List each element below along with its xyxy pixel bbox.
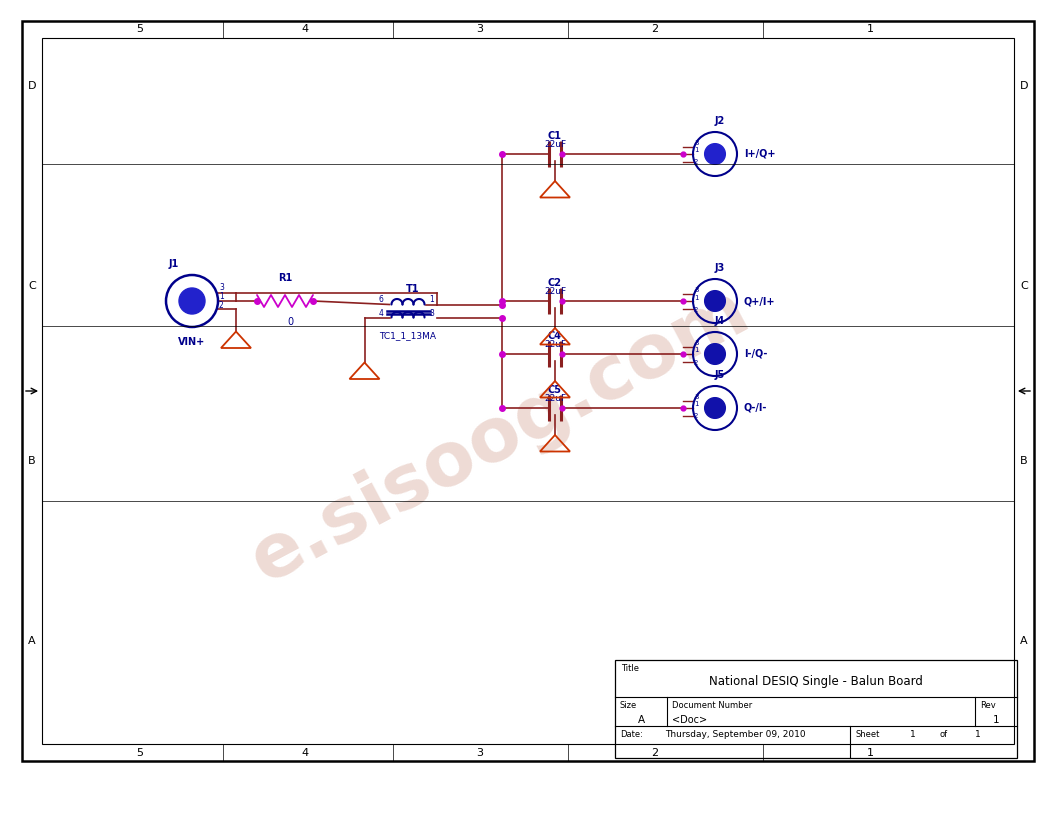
Text: 2: 2 <box>652 24 659 34</box>
Text: 2: 2 <box>694 360 698 366</box>
Text: 1: 1 <box>694 295 698 300</box>
Text: 22uF: 22uF <box>544 140 566 149</box>
Text: Q-/I-: Q-/I- <box>744 403 768 413</box>
Text: J4: J4 <box>715 316 725 326</box>
Text: 4: 4 <box>301 24 308 34</box>
Text: VIN+: VIN+ <box>178 337 206 347</box>
Text: 3: 3 <box>694 287 698 293</box>
Text: 1: 1 <box>910 730 916 739</box>
Text: C: C <box>29 281 36 291</box>
Text: Rev: Rev <box>980 701 996 710</box>
Text: 3: 3 <box>694 394 698 400</box>
Text: 22uF: 22uF <box>544 340 566 349</box>
Text: 5: 5 <box>136 24 144 34</box>
Text: e.sisoog.com: e.sisoog.com <box>239 273 761 598</box>
Text: <Doc>: <Doc> <box>672 715 708 725</box>
Text: 1: 1 <box>975 730 981 739</box>
Text: D: D <box>27 81 36 91</box>
Text: 1: 1 <box>867 748 873 758</box>
Text: 4: 4 <box>301 748 308 758</box>
Text: 3: 3 <box>694 340 698 346</box>
Text: TC1_1_13MA: TC1_1_13MA <box>379 331 436 340</box>
Text: National DESIQ Single - Balun Board: National DESIQ Single - Balun Board <box>709 675 923 688</box>
Text: 2: 2 <box>694 307 698 313</box>
Bar <box>615 660 1017 758</box>
Circle shape <box>704 397 725 419</box>
Text: I-/Q-: I-/Q- <box>744 349 768 359</box>
Circle shape <box>704 344 725 364</box>
Text: D: D <box>1020 81 1029 91</box>
Text: 3: 3 <box>694 140 698 146</box>
Text: J1: J1 <box>169 259 180 269</box>
Text: 3: 3 <box>476 24 484 34</box>
Text: 1: 1 <box>430 295 434 304</box>
Text: Title: Title <box>621 664 639 673</box>
Text: 3: 3 <box>476 748 484 758</box>
Text: J3: J3 <box>715 263 725 273</box>
Text: 1: 1 <box>867 24 873 34</box>
Text: C1: C1 <box>548 131 562 141</box>
Text: J2: J2 <box>715 116 725 126</box>
Text: Q+/I+: Q+/I+ <box>744 296 775 306</box>
Text: 22uF: 22uF <box>544 287 566 296</box>
Text: 2: 2 <box>694 159 698 166</box>
Text: Sheet: Sheet <box>855 730 880 739</box>
Text: A: A <box>29 636 36 646</box>
Text: of: of <box>940 730 948 739</box>
Text: 2: 2 <box>219 300 224 309</box>
Text: A: A <box>1020 636 1027 646</box>
Text: 0: 0 <box>287 317 294 327</box>
Text: R1: R1 <box>278 273 293 283</box>
Text: Thursday, September 09, 2010: Thursday, September 09, 2010 <box>665 730 806 739</box>
Text: C: C <box>1020 281 1027 291</box>
Text: I+/Q+: I+/Q+ <box>744 149 775 159</box>
Text: C5: C5 <box>548 385 562 395</box>
Text: 1: 1 <box>694 348 698 353</box>
Text: A: A <box>638 715 644 725</box>
Text: 2: 2 <box>694 414 698 419</box>
Text: 1: 1 <box>993 715 999 725</box>
Text: T1: T1 <box>407 285 419 295</box>
Text: B: B <box>29 456 36 466</box>
Text: 3: 3 <box>430 308 434 317</box>
Text: 2: 2 <box>652 748 659 758</box>
Text: C4: C4 <box>548 331 562 341</box>
Text: B: B <box>1020 456 1027 466</box>
Text: Date:: Date: <box>620 730 643 739</box>
Text: 6: 6 <box>379 295 383 304</box>
Text: 5: 5 <box>136 748 144 758</box>
Text: J5: J5 <box>715 370 725 380</box>
Text: Size: Size <box>620 701 637 710</box>
Text: 1: 1 <box>219 292 224 301</box>
Circle shape <box>180 288 205 314</box>
Text: 1: 1 <box>694 401 698 407</box>
Text: 22uF: 22uF <box>544 394 566 403</box>
Bar <box>42 38 1014 744</box>
Text: C2: C2 <box>548 278 562 288</box>
Text: Document Number: Document Number <box>672 701 752 710</box>
Text: 1: 1 <box>694 148 698 153</box>
Circle shape <box>704 144 725 164</box>
Circle shape <box>704 290 725 312</box>
Text: 4: 4 <box>379 308 383 317</box>
Text: 3: 3 <box>219 283 224 292</box>
